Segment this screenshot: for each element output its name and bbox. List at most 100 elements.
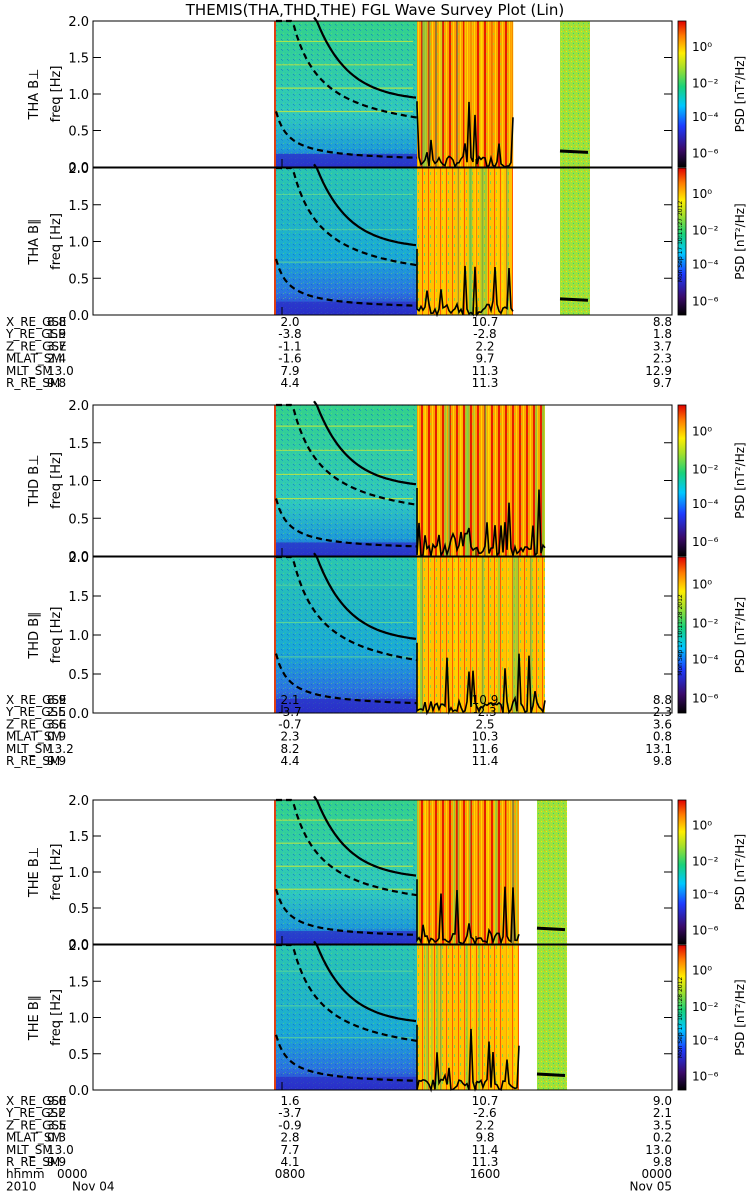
y-tick-label: 0.0 — [68, 161, 89, 176]
active-streak — [480, 168, 483, 315]
ephemeris-value: 0.3 — [47, 1131, 66, 1145]
ephemeris-label: R_RE_SM — [6, 1155, 60, 1169]
active-spectrum — [417, 405, 545, 556]
active-streak — [472, 945, 474, 1090]
colorbar-label: PSD [nT²/Hz] — [733, 442, 747, 518]
ephemeris-label: Z_RE_GSE — [6, 1118, 67, 1132]
active-streak — [465, 945, 468, 1090]
active-streak — [530, 557, 533, 713]
colorbar-tick-label: 10⁰ — [692, 187, 712, 201]
late-trace — [559, 149, 589, 154]
active-streak — [439, 21, 442, 167]
ephemeris-value: 3.6 — [47, 717, 66, 731]
active-streak — [423, 405, 426, 556]
active-streak — [469, 21, 472, 167]
y-tick-label: 1.5 — [68, 437, 89, 452]
ephemeris-value: 2.8 — [280, 1131, 299, 1145]
ephemeris-value: 9.9 — [47, 1155, 66, 1169]
ephemeris-label: MLT_SM — [6, 364, 53, 378]
colorbar-tick-label: 10⁻⁴ — [692, 888, 719, 902]
ephemeris-value: -2.6 — [473, 1106, 496, 1120]
date-row-label: 2010 — [6, 1179, 37, 1193]
active-streak — [436, 945, 439, 1090]
active-streak — [496, 168, 499, 315]
x-tick-label: 1600 — [470, 1167, 501, 1181]
ephemeris-value: 9.7 — [475, 352, 494, 366]
ephemeris-value: 2.4 — [47, 352, 66, 366]
active-spectrum — [417, 557, 545, 713]
timestamp-stamp: Mon Sep 17 10:11:27 2012 — [677, 201, 684, 283]
active-trace — [416, 879, 520, 946]
ephemeris-value: 0.2 — [653, 1131, 672, 1145]
colorbar-tick-label: 10⁻⁴ — [692, 110, 719, 124]
late-trace — [559, 297, 589, 302]
y-tick-label: 1.0 — [68, 629, 89, 644]
half-gyro-curve — [276, 19, 418, 119]
active-streak — [423, 945, 426, 1090]
y-tick-label: 2.0 — [68, 551, 89, 566]
active-streak — [473, 405, 475, 556]
ephemeris-value: -0.9 — [278, 1118, 301, 1132]
ephemeris-value: 9.8 — [653, 1155, 672, 1169]
gyrofrequency-line — [313, 400, 417, 486]
active-streak — [461, 405, 463, 556]
colorbar — [677, 556, 687, 714]
late-trace — [536, 1072, 566, 1077]
active-streak — [442, 168, 445, 315]
active-streak — [434, 168, 437, 315]
panel-label: THA B∥ — [27, 218, 42, 265]
ephemeris-value: 8.9 — [47, 693, 66, 707]
active-streak — [460, 168, 463, 315]
tenth-gyro-curve — [274, 888, 417, 936]
y-tick-label: 2.0 — [68, 15, 89, 30]
ephemeris-value: 11.3 — [472, 1155, 499, 1169]
colorbar — [677, 799, 687, 945]
active-streak — [417, 800, 419, 944]
active-streak — [505, 557, 509, 713]
half-gyro-curve — [276, 943, 418, 1042]
ephemeris-value: 9.8 — [47, 376, 66, 390]
y-tick-label: 0.0 — [68, 1084, 89, 1099]
ephemeris-label: Z_RE_GSE — [6, 339, 67, 353]
half-gyro-curve — [276, 555, 418, 662]
timestamp-stamp: Mon Sep 17 10:11:28 2012 — [677, 594, 684, 676]
y-tick-label: 1.5 — [68, 199, 89, 214]
y-tick-label: 1.0 — [68, 475, 89, 490]
active-streak — [511, 800, 515, 944]
active-streak — [429, 557, 431, 713]
x-tick-label: 0000 — [641, 1167, 672, 1181]
colorbar-tick-label: 10⁻⁶ — [692, 1070, 719, 1084]
active-streak — [488, 405, 491, 556]
active-streak — [502, 168, 504, 315]
y-axis-label: freq [Hz] — [49, 213, 64, 270]
ephemeris-value: 2.2 — [475, 1118, 494, 1132]
y-axis-label: freq [Hz] — [49, 989, 64, 1046]
active-streak — [505, 945, 509, 1090]
ephemeris-value: 2.3 — [653, 352, 672, 366]
active-streak — [466, 405, 470, 556]
active-spectrum — [417, 945, 519, 1090]
colorbar-tick-label: 10⁻⁴ — [692, 1033, 719, 1047]
active-streak — [474, 168, 477, 315]
active-streak — [421, 21, 425, 167]
active-streak — [417, 557, 420, 713]
ephemeris-value: 9.8 — [475, 1131, 494, 1145]
ephemeris-value: 10.7 — [472, 1094, 499, 1108]
colorbar — [677, 167, 687, 316]
y-tick-label: 2.0 — [68, 939, 89, 954]
ephemeris-value: 1.9 — [47, 327, 66, 341]
active-streak — [495, 557, 497, 713]
active-streak — [491, 21, 493, 167]
y-axis-label: freq [Hz] — [49, 844, 64, 901]
ephemeris-value: 1.6 — [280, 1094, 299, 1108]
active-streak — [469, 800, 471, 944]
gyrofrequency-line — [313, 552, 417, 640]
ephemeris-value: 8.2 — [280, 742, 299, 756]
ephemeris-label: MLT_SM — [6, 742, 53, 756]
half-gyro-curve — [276, 166, 418, 267]
ephemeris-value: 8.8 — [653, 315, 672, 329]
late-trace — [536, 926, 566, 932]
active-streak — [493, 800, 496, 944]
y-tick-label: 0.5 — [68, 668, 89, 683]
ephemeris-value: 3.6 — [653, 717, 672, 731]
